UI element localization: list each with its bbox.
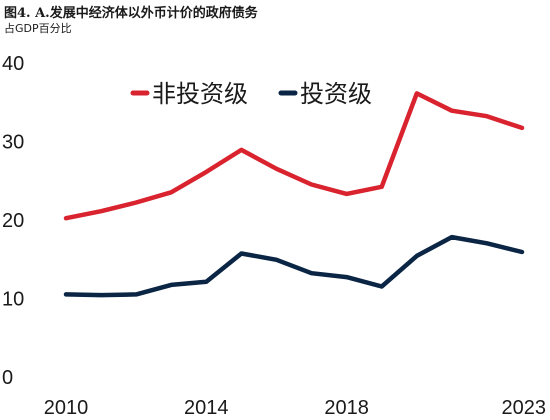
y-tick-label: 0	[2, 367, 13, 389]
series-line-1	[63, 234, 525, 298]
y-tick-label: 20	[2, 210, 24, 232]
y-tick-label: 40	[2, 53, 24, 75]
series-line-0	[63, 91, 525, 221]
series-lines	[63, 91, 525, 298]
y-tick-label: 30	[2, 132, 24, 154]
x-tick-label: 2010	[44, 397, 89, 419]
chart-title: 图4. A.发展中经济体以外币计价的政府债务	[4, 6, 258, 21]
x-tick-label: 2014	[184, 397, 229, 419]
legend-label-1: 投资级	[300, 80, 372, 108]
chart-subtitle: 占GDP百分比	[4, 22, 72, 35]
x-tick-label: 2023	[502, 397, 547, 419]
x-tick-label: 2018	[324, 397, 369, 419]
y-tick-label: 10	[2, 289, 24, 311]
legend: 非投资级 投资级	[130, 80, 372, 108]
x-axis: 2010 2014 2018 2023	[44, 397, 546, 419]
legend-label-0: 非投资级	[152, 80, 248, 108]
y-axis: 0 10 20 30 40	[2, 53, 24, 389]
